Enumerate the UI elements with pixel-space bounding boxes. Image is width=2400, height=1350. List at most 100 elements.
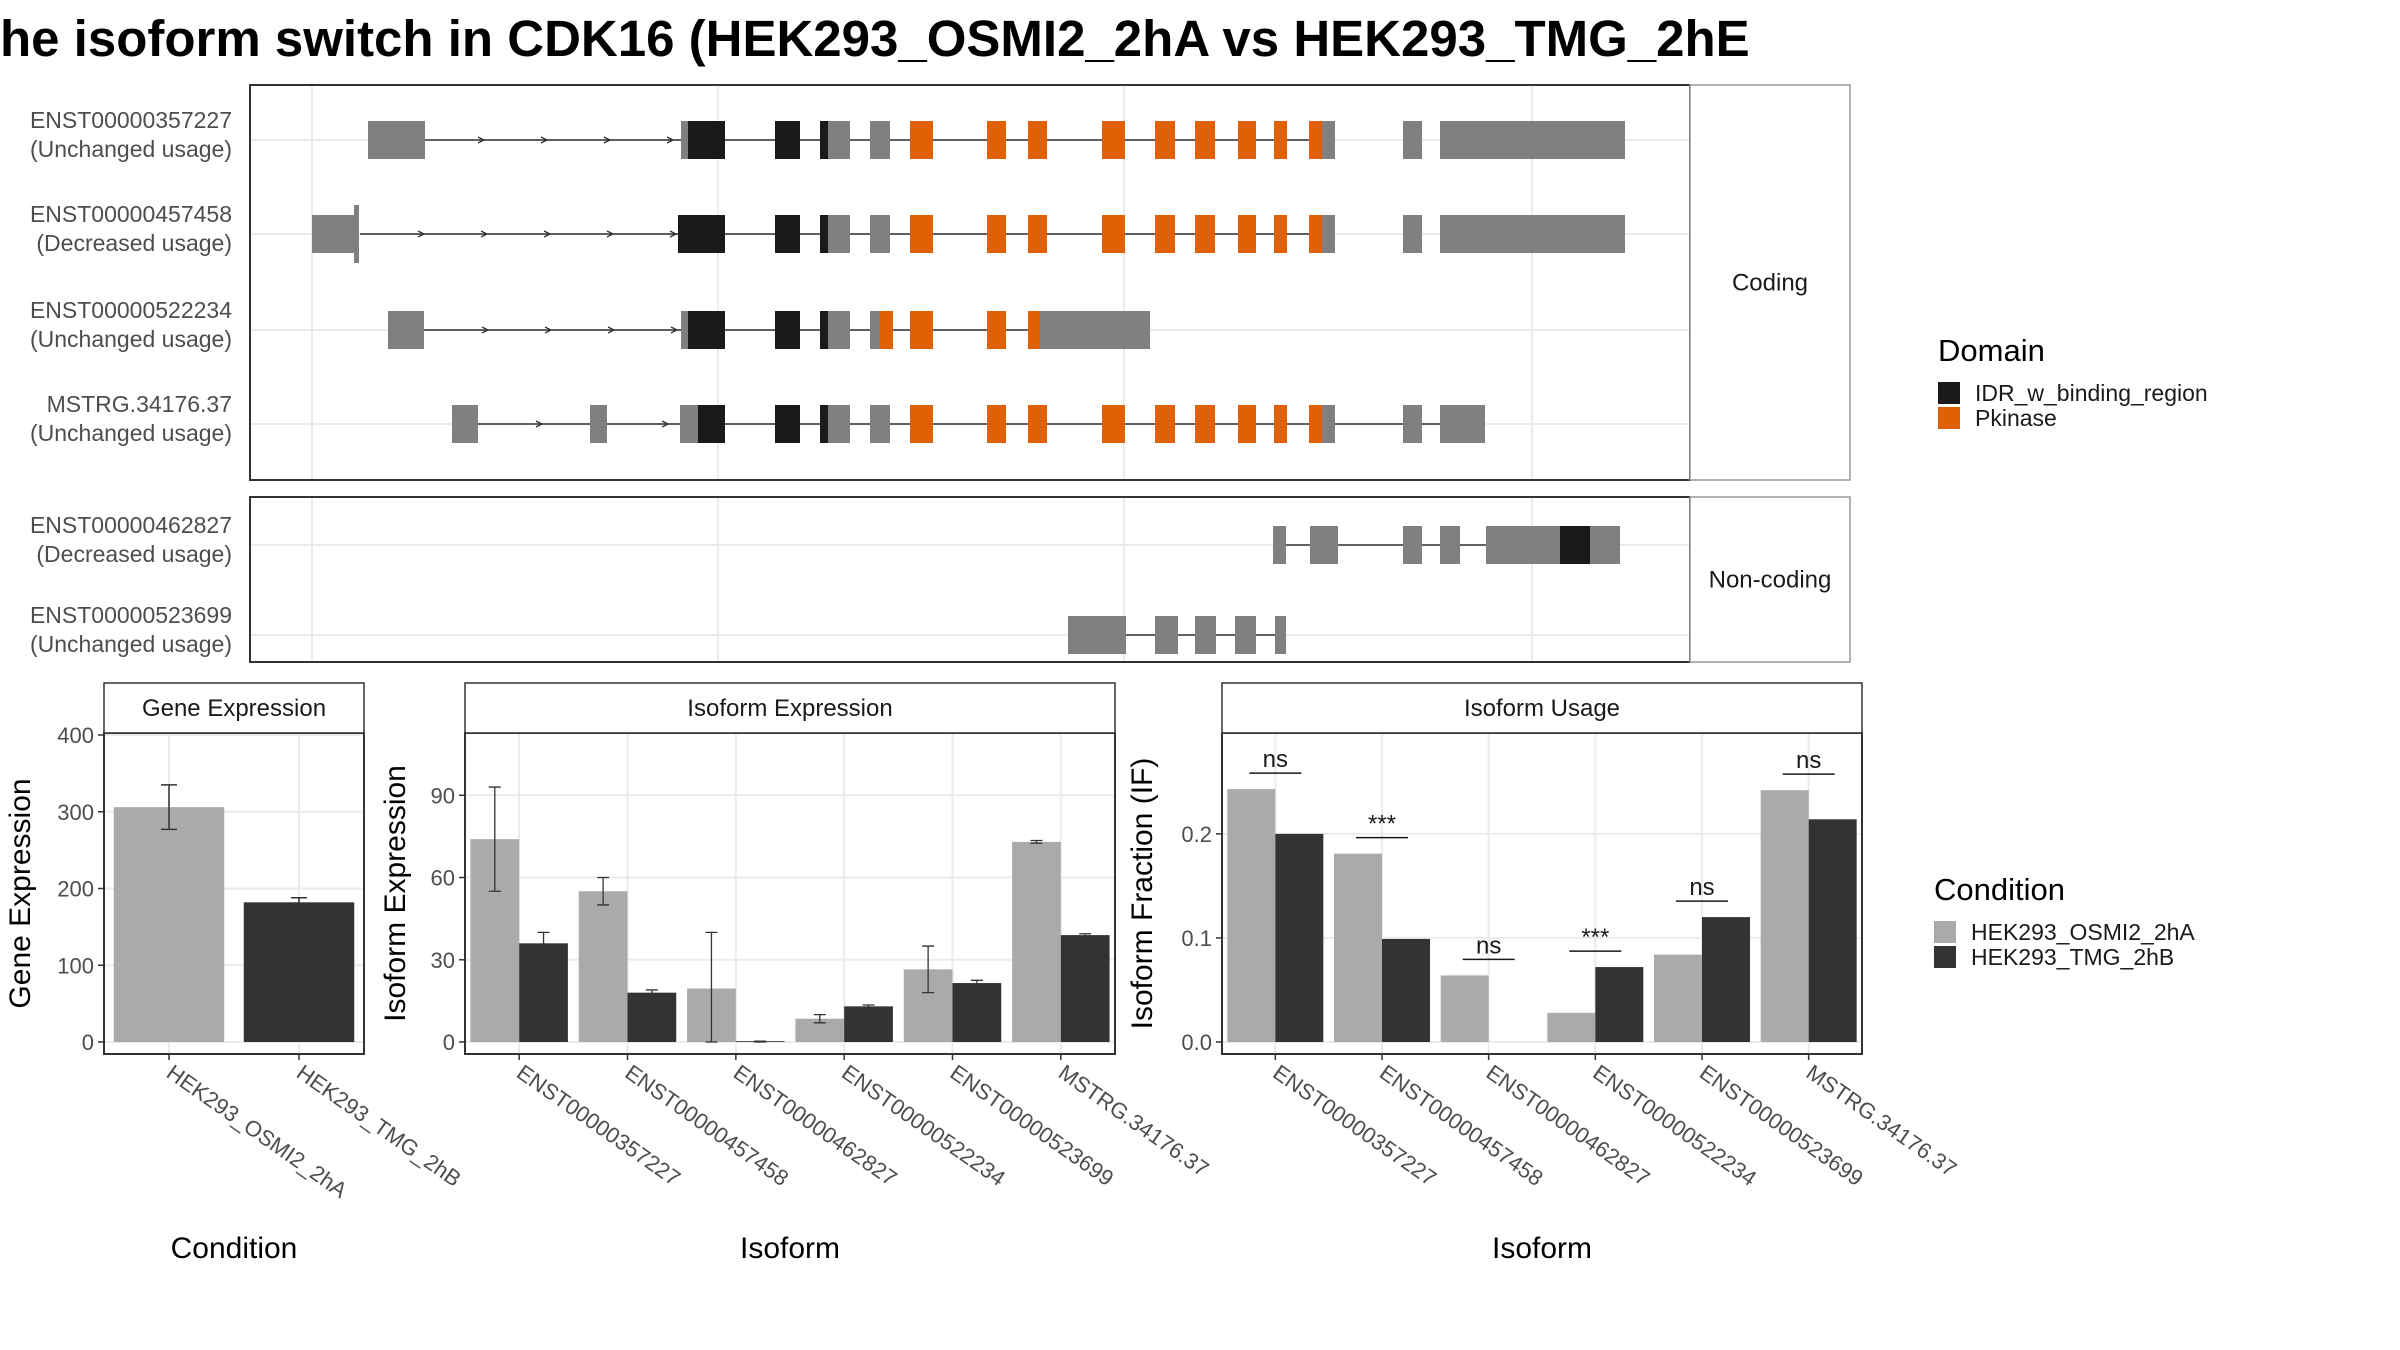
exon-utr: [1403, 215, 1422, 253]
exon-utr: [354, 205, 359, 263]
figure-title: he isoform switch in CDK16 (HEK293_OSMI2…: [0, 10, 1750, 67]
y-tick-label: 90: [431, 783, 455, 808]
exon-idr: [775, 215, 800, 253]
transcript-usage: (Unchanged usage): [30, 420, 232, 446]
bar: [1227, 789, 1276, 1042]
exon-pkinase: [1028, 121, 1047, 159]
error-bar: [1079, 933, 1092, 938]
exon-pkinase: [1309, 405, 1322, 443]
chart-gene-expression: 0100200300400HEK293_OSMI2_2hAHEK293_TMG_…: [4, 682, 466, 1265]
error-bar: [645, 989, 658, 997]
exon-idr: [678, 215, 725, 253]
legend-swatch: [1934, 946, 1956, 968]
significance-label: ns: [1263, 746, 1288, 773]
bar: [1760, 790, 1809, 1042]
bar: [952, 983, 1002, 1042]
transcript-label: ENST00000523699 (Unchanged usage): [30, 602, 232, 657]
exon-pkinase: [1274, 405, 1287, 443]
exon-utr: [1090, 311, 1150, 349]
exon-utr: [1440, 121, 1450, 159]
bar: [243, 902, 355, 1042]
exon-idr: [1560, 526, 1590, 564]
transcript-usage: (Unchanged usage): [30, 326, 232, 352]
exon-utr: [1486, 526, 1530, 564]
exon-pkinase: [1309, 215, 1322, 253]
transcript-usage: (Unchanged usage): [30, 136, 232, 162]
direction-arrow: [535, 420, 544, 428]
chart-title: Isoform Usage: [1464, 695, 1620, 722]
legend-swatch: [1934, 921, 1956, 943]
plot-background: [465, 733, 1115, 1054]
chart-isoform-usage: 0.00.10.2ns***ns ***nsnsENST00000357227EN…: [1126, 682, 1961, 1265]
facet-strip: [103, 682, 365, 734]
bar: [844, 1006, 893, 1042]
x-axis-title: Isoform: [1492, 1232, 1592, 1265]
direction-arrow: [540, 136, 549, 144]
exon-utr: [1273, 526, 1286, 564]
y-tick-label: 30: [431, 948, 455, 973]
error-bar: [754, 1040, 767, 1043]
exon-pkinase: [987, 121, 1006, 159]
exon-pkinase: [1309, 121, 1322, 159]
exon-utr: [1403, 405, 1422, 443]
exon-utr: [1440, 526, 1460, 564]
exon-utr: [1530, 526, 1560, 564]
bar: [578, 891, 628, 1042]
y-tick-label: 100: [57, 953, 94, 978]
legend-swatch: [1938, 407, 1960, 429]
exon-pkinase: [1195, 121, 1215, 159]
direction-arrow: [543, 230, 552, 238]
direction-arrow: [417, 230, 426, 238]
legend-title: Condition: [1934, 872, 2065, 907]
exon-utr: [1235, 616, 1256, 654]
exon-idr: [688, 311, 725, 349]
transcript-usage: (Decreased usage): [36, 541, 232, 567]
facet-strip-label: Non-coding: [1709, 567, 1832, 594]
exon-utr: [452, 405, 465, 443]
transcript-model: [312, 205, 1625, 263]
bar: [1702, 917, 1750, 1042]
y-axis-title: Gene Expression: [4, 778, 37, 1008]
exon-idr: [775, 405, 800, 443]
y-tick-label: 400: [57, 723, 94, 748]
y-tick-label: 0: [82, 1030, 94, 1055]
exon-pkinase: [910, 215, 933, 253]
exon-utr: [1450, 405, 1485, 443]
exon-utr: [828, 311, 850, 349]
y-axis-title: Isoform Fraction (IF): [1126, 758, 1159, 1030]
exon-utr: [388, 311, 424, 349]
exon-utr: [1440, 405, 1450, 443]
direction-arrow: [669, 230, 678, 238]
facet-strip: [1221, 682, 1863, 734]
exon-idr: [698, 405, 725, 443]
transcript-id: ENST00000357227: [30, 107, 232, 133]
transcript-label: ENST00000522234 (Unchanged usage): [30, 297, 232, 352]
exon-utr: [1195, 616, 1216, 654]
facet-strip: [464, 682, 1116, 734]
structure-panel-non-coding: Non-coding: [249, 496, 1851, 663]
exon-pkinase: [1102, 121, 1125, 159]
exon-idr: [688, 121, 725, 159]
exon-utr: [1403, 121, 1422, 159]
legend-label: HEK293_OSMI2_2hA: [1971, 919, 2195, 945]
exon-utr: [870, 405, 890, 443]
significance-label: ***: [1581, 924, 1609, 951]
bar: [1275, 833, 1324, 1042]
exon-pkinase: [910, 311, 933, 349]
exon-pkinase: [1238, 121, 1256, 159]
y-tick-label: 0.2: [1181, 822, 1212, 847]
exon-utr: [312, 215, 354, 253]
error-bar: [970, 979, 983, 987]
error-bar: [813, 1013, 826, 1024]
facet-strip: [1689, 84, 1851, 481]
exon-utr: [681, 311, 688, 349]
transcript-label: ENST00000457458 (Decreased usage): [30, 201, 232, 256]
legend-swatch: [1938, 382, 1960, 404]
y-tick-label: 200: [57, 877, 94, 902]
exon-pkinase: [1155, 121, 1175, 159]
exon-utr: [680, 405, 698, 443]
y-tick-label: 60: [431, 866, 455, 891]
transcript-model: [1273, 526, 1620, 564]
